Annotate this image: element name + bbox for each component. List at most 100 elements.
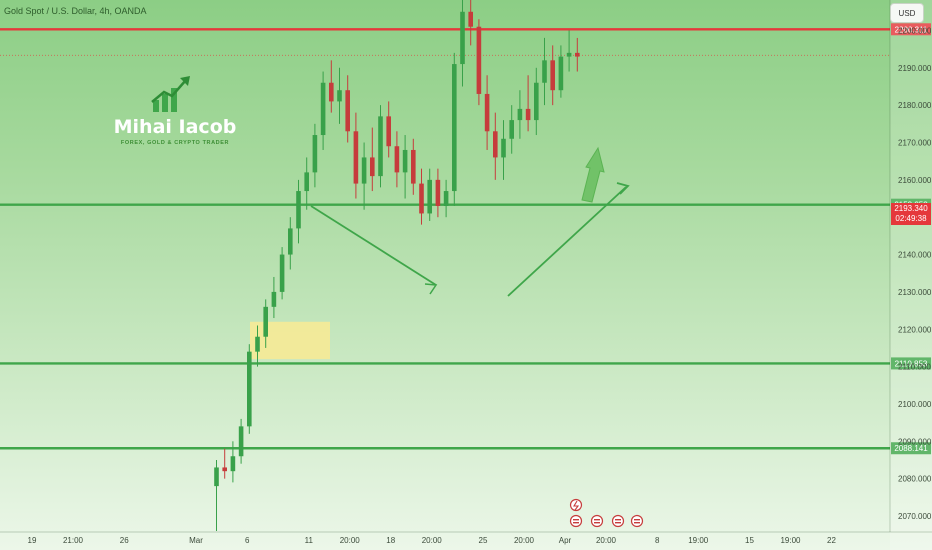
level-price-label: 2088.141 <box>894 444 928 453</box>
x-tick-label: 25 <box>479 536 488 545</box>
candle-body[interactable] <box>271 291 277 307</box>
x-tick-label: 20:00 <box>514 536 535 545</box>
flag-stripe <box>615 519 621 521</box>
candle-body[interactable] <box>304 172 309 192</box>
x-tick-label: Mar <box>189 536 203 545</box>
candle-body[interactable] <box>558 56 564 91</box>
growth-chart-logo-icon <box>151 76 190 112</box>
candle-body[interactable] <box>337 90 342 102</box>
candle-body[interactable] <box>435 179 441 206</box>
candle-body[interactable] <box>501 138 506 158</box>
candle-body[interactable] <box>427 179 432 214</box>
candle-body[interactable] <box>550 60 555 91</box>
candle-body[interactable] <box>566 52 572 57</box>
candle-body[interactable] <box>402 149 408 173</box>
y-tick-label: 2200.000 <box>898 26 932 35</box>
demand-zone-box[interactable] <box>250 321 330 360</box>
candle-body[interactable] <box>484 93 490 132</box>
candle-body[interactable] <box>509 120 514 139</box>
current-price-label: 2193.340 <box>894 204 928 213</box>
bar-countdown: 02:49:38 <box>895 214 927 223</box>
x-tick-label: 20:00 <box>422 536 443 545</box>
candle-body[interactable] <box>230 456 236 472</box>
x-tick-label: 21:00 <box>63 536 84 545</box>
candle-body[interactable] <box>386 116 391 147</box>
candle-body[interactable] <box>238 426 244 457</box>
candle-body[interactable] <box>370 157 375 177</box>
currency-selector[interactable]: USD <box>890 3 924 23</box>
candle-body[interactable] <box>279 254 285 292</box>
x-tick-label: 19:00 <box>780 536 801 545</box>
trendline-arrowhead <box>616 182 630 195</box>
candle-body[interactable] <box>312 135 318 173</box>
descending-trendline[interactable] <box>310 205 437 286</box>
level-price-label: 2200.311 <box>895 25 928 34</box>
candle-body[interactable] <box>493 131 498 158</box>
current-price-badge: 2193.340 02:49:38 <box>891 203 931 225</box>
flag-stripe <box>594 522 600 524</box>
candle-body[interactable] <box>452 64 457 192</box>
candle-body[interactable] <box>320 82 326 136</box>
candle-body[interactable] <box>378 116 383 177</box>
economic-event-flag-icon[interactable] <box>590 514 604 528</box>
brand-tagline: FOREX, GOLD & CRYPTO TRADER <box>120 140 230 146</box>
bullish-target-arrow-icon[interactable] <box>581 146 605 203</box>
candle-body[interactable] <box>214 467 219 487</box>
x-tick-label: 6 <box>245 536 250 545</box>
lightning-event-icon[interactable] <box>569 498 583 512</box>
candle-body[interactable] <box>263 306 268 337</box>
y-tick-label: 2190.000 <box>898 64 932 73</box>
candle-body[interactable] <box>247 351 252 427</box>
flag-stripe <box>594 519 600 521</box>
y-tick-label: 2140.000 <box>898 251 932 260</box>
candle-body[interactable] <box>460 11 465 65</box>
flag-stripe <box>573 522 579 524</box>
chart-title: Gold Spot / U.S. Dollar, 4h, OANDA <box>4 6 147 16</box>
level-price-badge <box>891 442 931 455</box>
candle-body[interactable] <box>575 52 580 57</box>
level-price-label: 2110.853 <box>895 359 928 368</box>
y-tick-label: 2110.000 <box>898 363 931 372</box>
economic-event-flag-icon[interactable] <box>611 514 625 528</box>
candle-body[interactable] <box>255 336 260 352</box>
candle-body[interactable] <box>288 228 293 255</box>
level-price-badge <box>891 357 931 370</box>
candle-body[interactable] <box>517 108 523 121</box>
economic-event-flag-icon[interactable] <box>569 514 583 528</box>
candle-body[interactable] <box>353 131 359 184</box>
rising-trendline[interactable] <box>507 186 627 297</box>
economic-event-flag-icon[interactable] <box>630 514 644 528</box>
flag-stripe <box>615 522 621 524</box>
candle-body[interactable] <box>394 146 400 173</box>
candle-body[interactable] <box>468 11 473 27</box>
candle-body[interactable] <box>443 191 449 206</box>
flag-stripe <box>634 519 640 521</box>
brand-watermark: Mihai Iacob FOREX, GOLD & CRYPTO TRADER <box>110 74 240 146</box>
candle-body[interactable] <box>361 157 367 184</box>
candle-body[interactable] <box>329 82 334 102</box>
lightning-bolt <box>573 500 580 511</box>
x-tick-label: 26 <box>120 536 129 545</box>
candle-body[interactable] <box>542 60 547 83</box>
x-tick-label: 19:00 <box>688 536 709 545</box>
candle-body[interactable] <box>222 467 227 472</box>
y-tick-label: 2180.000 <box>898 101 932 110</box>
candle-body[interactable] <box>296 191 301 229</box>
candle-body[interactable] <box>525 108 531 121</box>
y-tick-label: 2160.000 <box>898 176 932 185</box>
candle-body[interactable] <box>345 90 350 132</box>
wedge-arrowhead <box>424 283 438 295</box>
y-tick-label: 2070.000 <box>898 512 932 521</box>
candle-body[interactable] <box>476 26 482 94</box>
price-axis[interactable] <box>890 0 932 550</box>
candle-body[interactable] <box>534 82 539 121</box>
candle-body[interactable] <box>411 149 416 184</box>
candle-body[interactable] <box>419 183 424 214</box>
x-tick-label: 8 <box>655 536 660 545</box>
x-tick-label: 15 <box>745 536 754 545</box>
y-tick-label: 2120.000 <box>898 325 932 334</box>
flag-stripe <box>573 519 579 521</box>
brand-name: Mihai Iacob <box>113 116 237 138</box>
